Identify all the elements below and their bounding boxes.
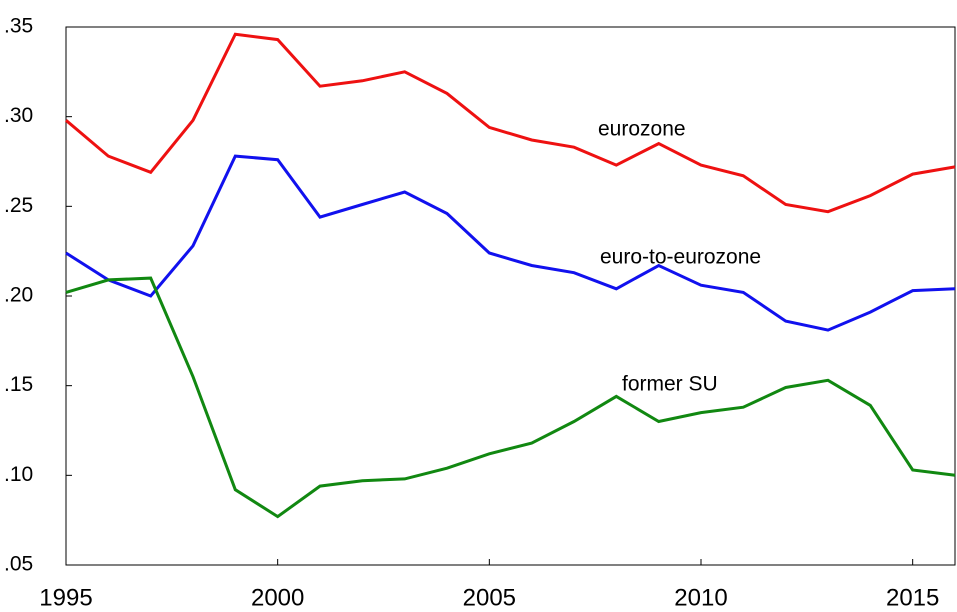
series-line <box>65 32 956 214</box>
x-tick-label: 2010 <box>674 584 727 611</box>
y-tick-label: .05 <box>4 553 33 576</box>
x-tick-label: 2000 <box>251 584 304 611</box>
x-tick-label: 2005 <box>463 584 516 611</box>
series-line <box>65 154 956 332</box>
series-label: eurozone <box>598 118 686 141</box>
y-tick-label: .10 <box>4 463 33 486</box>
y-tick-label: .25 <box>4 194 33 217</box>
y-tick-label: .35 <box>4 15 33 38</box>
y-tick-label: .15 <box>4 373 33 396</box>
series-label: former SU <box>622 373 718 396</box>
y-tick-label: .20 <box>4 284 33 307</box>
y-tick-label: .30 <box>4 104 33 127</box>
series-label: euro-to-eurozone <box>600 246 761 269</box>
x-tick-label: 1995 <box>39 584 92 611</box>
series-line <box>65 276 956 519</box>
x-tick-label: 2015 <box>886 584 939 611</box>
